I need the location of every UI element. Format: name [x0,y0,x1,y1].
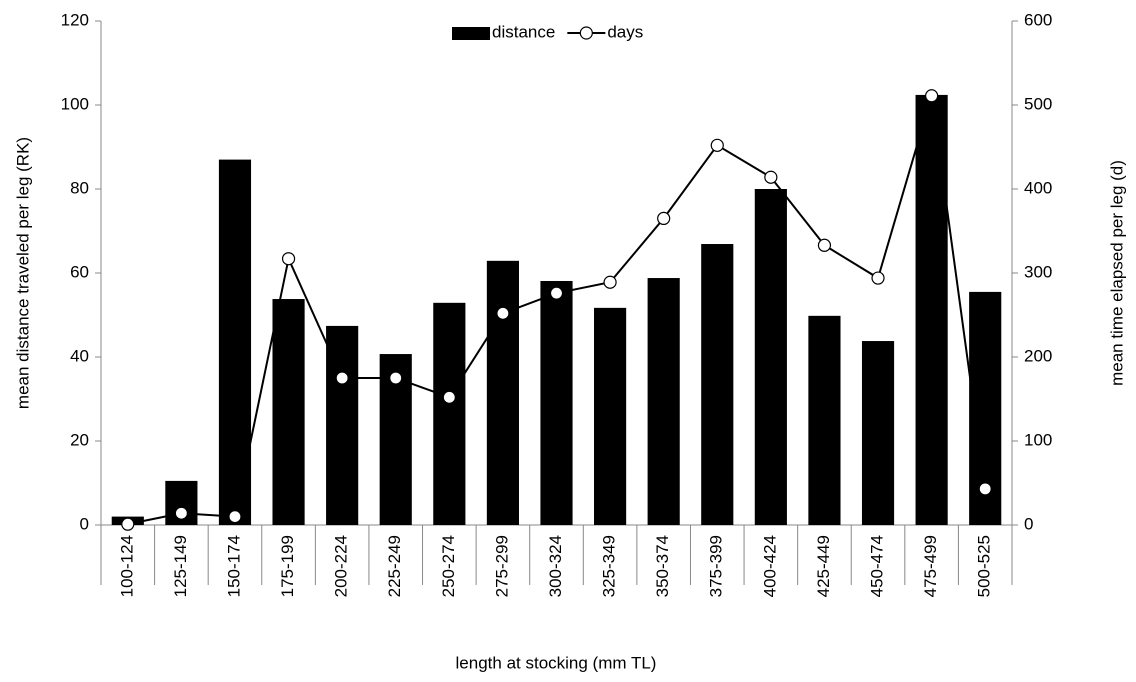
y2-tick-label: 300 [1024,262,1052,281]
x-tick-label: 250-274 [439,535,458,597]
marker [710,138,724,152]
bar [647,278,680,525]
x-tick-label: 425-449 [814,535,833,597]
y2-axis-title: mean time elapsed per leg (d) [1107,160,1126,386]
y2-tick-label: 600 [1024,10,1052,29]
bar [272,299,305,525]
marker [281,252,296,266]
x-tick-label: 350-374 [653,535,672,597]
x-tick-label: 225-249 [385,535,404,597]
y-axis-title: mean distance traveled per leg (RK) [13,137,32,409]
y-tick-label: 40 [70,346,89,365]
legend-label: distance [492,22,555,41]
marker [389,371,403,385]
bar [433,302,466,525]
y2-tick-label: 100 [1024,430,1052,449]
bar [218,159,252,525]
x-tick-label: 500-525 [975,535,994,597]
x-tick-label: 100-124 [117,535,136,597]
bar [861,341,895,525]
legend-label: days [607,22,643,41]
bar [326,325,359,525]
y2-tick-label: 0 [1024,514,1033,533]
marker [603,275,617,289]
x-tick-label: 450-474 [868,535,887,597]
x-tick-label: 275-299 [492,535,511,597]
legend-swatch [452,27,490,40]
y2-tick-label: 400 [1024,178,1052,197]
x-tick-label: 150-174 [224,535,243,597]
marker [764,170,778,184]
marker [657,211,671,225]
bar [808,315,841,525]
marker [335,371,349,385]
marker [549,286,564,300]
x-tick-label: 300-324 [546,535,565,597]
y-tick-label: 0 [80,514,89,533]
marker [442,390,456,404]
bar [701,244,734,525]
legend-marker [579,26,593,40]
marker [174,506,188,520]
marker [228,509,242,524]
marker [496,306,510,320]
marker [871,271,885,285]
bar [540,280,573,525]
x-tick-label: 400-424 [760,535,779,597]
bar [486,260,519,525]
x-tick-label: 200-224 [332,535,351,597]
marker [925,89,939,103]
marker [817,238,832,252]
y-tick-label: 20 [70,430,89,449]
y-tick-label: 120 [61,10,89,29]
bar [915,94,948,526]
bar [594,307,627,525]
x-axis-title: length at stocking (mm TL) [456,653,657,672]
marker [121,517,135,531]
x-tick-label: 125-149 [171,535,190,597]
x-tick-label: 475-499 [921,535,940,597]
y2-tick-label: 200 [1024,346,1052,365]
x-tick-label: 375-399 [707,535,726,597]
marker [978,482,992,496]
y2-tick-label: 500 [1024,94,1052,113]
y-tick-label: 60 [70,262,89,281]
y-tick-label: 80 [70,178,89,197]
y-tick-label: 100 [61,94,89,113]
x-tick-label: 325-349 [600,535,619,597]
bar [754,189,787,525]
x-tick-label: 175-199 [278,535,297,597]
